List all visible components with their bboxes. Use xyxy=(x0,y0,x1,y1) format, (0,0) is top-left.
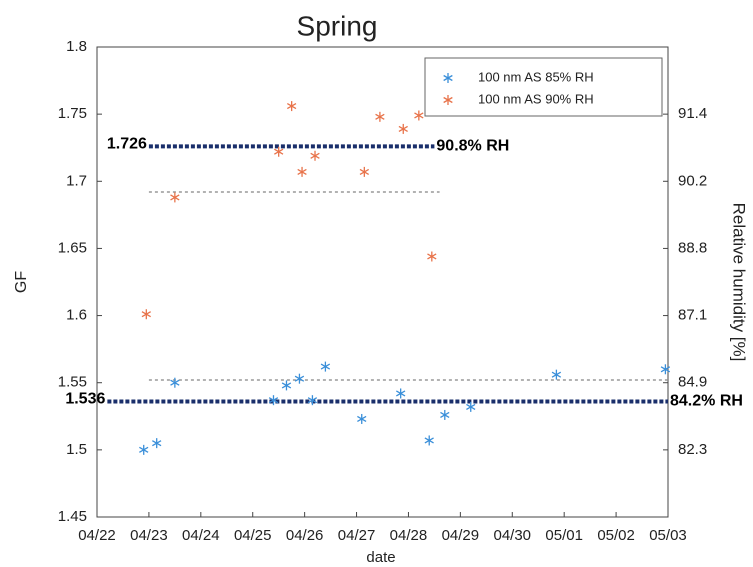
marker-stroke xyxy=(152,440,162,447)
y2-tick-label: 91.4 xyxy=(678,105,707,122)
marker-stroke xyxy=(443,96,453,104)
point xyxy=(395,388,406,399)
marker-stroke xyxy=(294,375,305,382)
marker-stroke xyxy=(170,379,180,386)
point xyxy=(375,111,385,122)
marker-stroke xyxy=(414,112,424,119)
point xyxy=(286,101,297,112)
x-tick-label: 04/28 xyxy=(390,527,428,544)
reference-rh-label: 90.8% RH xyxy=(436,138,509,155)
x-tick-label: 04/29 xyxy=(442,527,480,544)
point xyxy=(294,373,305,384)
x-tick-label: 04/22 xyxy=(78,527,116,544)
marker-stroke xyxy=(424,437,434,444)
point xyxy=(281,380,292,391)
reference-value-label: 1.726 xyxy=(107,136,147,153)
marker-stroke xyxy=(320,363,331,370)
legend-box xyxy=(424,57,663,117)
marker-stroke xyxy=(268,397,279,404)
point xyxy=(398,123,408,134)
point xyxy=(660,364,671,375)
point xyxy=(359,166,370,177)
x-tick-label: 04/23 xyxy=(130,527,168,544)
marker-stroke xyxy=(427,253,437,260)
marker-stroke xyxy=(359,168,370,175)
reference-rh-label: 84.2% RH xyxy=(670,393,743,410)
y2-tick-label: 88.8 xyxy=(678,239,707,256)
y-tick-label: 1.65 xyxy=(58,239,87,256)
x-tick-label: 05/02 xyxy=(597,527,635,544)
point xyxy=(170,377,180,388)
legend-marker xyxy=(443,73,453,83)
marker-stroke xyxy=(286,103,297,110)
x-tick-label: 04/30 xyxy=(493,527,531,544)
marker-stroke xyxy=(274,148,284,155)
marker-stroke xyxy=(297,168,307,175)
chart-title: Spring xyxy=(297,10,378,41)
y-tick-label: 1.45 xyxy=(58,508,87,525)
marker-stroke xyxy=(660,366,671,373)
marker-stroke xyxy=(440,411,450,419)
point xyxy=(440,409,450,420)
y-tick-label: 1.5 xyxy=(66,441,87,458)
x-tick-label: 05/01 xyxy=(545,527,583,544)
legend-marker xyxy=(443,95,453,105)
marker-stroke xyxy=(170,194,180,201)
point xyxy=(152,438,162,449)
point xyxy=(320,361,331,372)
marker-stroke xyxy=(395,390,406,397)
marker-stroke xyxy=(443,74,453,82)
point xyxy=(427,251,437,262)
y-tick-label: 1.8 xyxy=(66,38,87,55)
marker-stroke xyxy=(375,113,385,120)
y2-tick-label: 84.9 xyxy=(678,374,707,391)
legend-label: 100 nm AS 85% RH xyxy=(478,69,594,84)
y2-tick-label: 87.1 xyxy=(678,307,707,324)
plot-frame xyxy=(96,46,669,518)
point xyxy=(466,401,476,412)
marker-stroke xyxy=(310,152,320,159)
marker-stroke xyxy=(357,415,367,423)
point xyxy=(424,435,434,446)
y-axis-label: GF xyxy=(13,271,30,293)
point xyxy=(297,166,307,177)
x-axis-label: date xyxy=(366,549,395,566)
point xyxy=(274,146,284,157)
x-tick-label: 04/26 xyxy=(286,527,324,544)
y-tick-label: 1.75 xyxy=(58,105,87,122)
point xyxy=(268,395,279,406)
x-tick-label: 04/27 xyxy=(338,527,376,544)
x-tick-label: 05/03 xyxy=(649,527,687,544)
y2-axis-label: Relative humidity [%] xyxy=(730,203,749,362)
marker-stroke xyxy=(281,382,292,389)
marker-stroke xyxy=(466,403,476,410)
legend-label: 100 nm AS 90% RH xyxy=(478,91,594,106)
y2-tick-label: 90.2 xyxy=(678,172,707,189)
marker-stroke xyxy=(141,311,151,318)
point xyxy=(139,444,149,455)
point xyxy=(307,395,318,406)
y-tick-label: 1.55 xyxy=(58,374,87,391)
point xyxy=(414,110,424,121)
x-tick-label: 04/25 xyxy=(234,527,272,544)
y-tick-label: 1.6 xyxy=(66,307,87,324)
point xyxy=(310,150,320,161)
point xyxy=(141,309,151,320)
point xyxy=(170,192,180,203)
marker-stroke xyxy=(139,446,149,453)
y-tick-label: 1.7 xyxy=(66,172,87,189)
point xyxy=(551,369,562,380)
marker-stroke xyxy=(307,397,318,404)
reference-value-label: 1.536 xyxy=(65,391,105,408)
point xyxy=(357,413,367,424)
marker-stroke xyxy=(551,371,562,378)
y2-tick-label: 82.3 xyxy=(678,441,707,458)
x-tick-label: 04/24 xyxy=(182,527,220,544)
marker-stroke xyxy=(398,125,408,132)
